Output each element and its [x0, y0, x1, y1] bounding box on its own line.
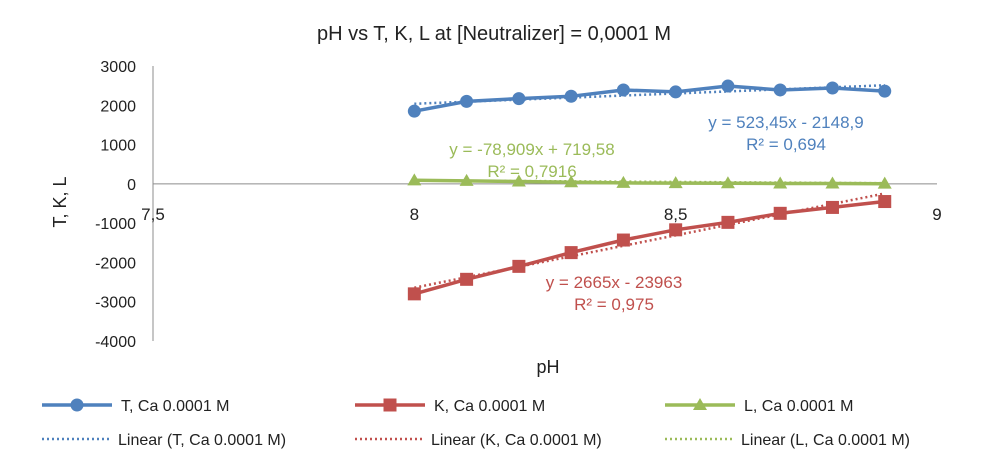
data-point-circle	[773, 83, 787, 97]
y-axis-label: T, K, L	[50, 176, 70, 227]
data-point-circle	[512, 92, 526, 106]
y-tick-label: -3000	[95, 295, 136, 312]
legend-label: Linear (L, Ca 0.0001 M)	[741, 432, 910, 449]
data-point-circle	[616, 83, 630, 97]
series-line-2	[414, 178, 885, 186]
y-tick-label: -1000	[95, 216, 136, 233]
data-point-circle	[669, 85, 683, 99]
x-tick-label: 9	[932, 205, 941, 224]
data-point-square	[564, 246, 578, 260]
y-tick-label: 2000	[100, 98, 136, 115]
series-line-0	[413, 84, 885, 113]
data-point-circle	[825, 81, 839, 95]
trendline-r2: R² = 0,975	[574, 295, 654, 314]
data-point-circle	[460, 94, 474, 108]
data-point-square	[773, 206, 787, 220]
data-point-triangle	[407, 173, 422, 186]
data-point-circle	[721, 79, 735, 93]
y-tick-labels: 3000 2000 1000 0 -1000 -2000 -3000 -4000	[95, 59, 136, 351]
data-markers	[407, 79, 892, 301]
legend: T, Ca 0.0001 M K, Ca 0.0001 M L, Ca 0.0001…	[42, 398, 910, 449]
trendline-r2: R² = 0,7916	[487, 162, 576, 181]
y-tick-label: 3000	[100, 59, 136, 76]
trendline-labels: y = 523,45x - 2148,9 R² = 0,694 y = 2665x …	[449, 113, 863, 314]
chart-title: pH vs T, K, L at [Neutralizer] = 0,0001 …	[317, 23, 671, 45]
trendline-0	[414, 84, 885, 106]
legend-marker	[70, 398, 84, 412]
data-point-triangle	[720, 176, 735, 189]
data-point-square	[669, 223, 683, 237]
data-point-square	[512, 259, 526, 273]
legend-marker	[693, 398, 707, 410]
data-point-circle	[878, 84, 892, 98]
data-point-triangle	[616, 175, 631, 188]
data-point-triangle	[564, 175, 579, 188]
series-lines	[413, 84, 885, 296]
trendline-equation: y = 523,45x - 2148,9	[708, 113, 863, 132]
x-tick-label: 7,5	[141, 205, 165, 224]
x-tick-label: 8,5	[664, 205, 688, 224]
legend-label: Linear (T, Ca 0.0001 M)	[118, 432, 286, 449]
data-point-square	[721, 215, 735, 229]
legend-marker	[383, 398, 397, 412]
data-point-triangle	[459, 173, 474, 186]
data-point-triangle	[511, 174, 526, 187]
x-axis-label: pH	[536, 357, 559, 377]
trendline-equation: y = 2665x - 23963	[546, 273, 683, 292]
legend-label: Linear (K, Ca 0.0001 M)	[431, 432, 602, 449]
legend-label: T, Ca 0.0001 M	[121, 398, 230, 415]
legend-label: L, Ca 0.0001 M	[744, 398, 853, 415]
trendline-equation: y = -78,909x + 719,58	[449, 140, 614, 159]
data-point-square	[878, 195, 892, 209]
data-point-triangle	[877, 176, 892, 189]
x-tick-label: 8	[410, 205, 419, 224]
data-point-triangle	[668, 176, 683, 189]
trendline-r2: R² = 0,694	[746, 135, 826, 154]
data-point-square	[616, 233, 630, 247]
y-tick-label: -4000	[95, 334, 136, 351]
data-point-square	[460, 272, 474, 286]
data-point-square	[825, 200, 839, 214]
y-tick-label: -2000	[95, 255, 136, 272]
data-point-triangle	[825, 176, 840, 189]
series-line-1	[413, 199, 885, 296]
data-point-circle	[407, 104, 421, 118]
plot-area: 3000 2000 1000 0 -1000 -2000 -3000 -4000 7,5 8 8,…	[95, 59, 942, 351]
data-point-circle	[564, 89, 578, 103]
y-tick-label: 0	[127, 177, 136, 194]
y-tick-label: 1000	[100, 138, 136, 155]
legend-label: K, Ca 0.0001 M	[434, 398, 545, 415]
x-tick-labels: 7,5 8 8,5 9	[141, 205, 942, 224]
data-point-square	[407, 287, 421, 301]
data-point-triangle	[773, 176, 788, 189]
